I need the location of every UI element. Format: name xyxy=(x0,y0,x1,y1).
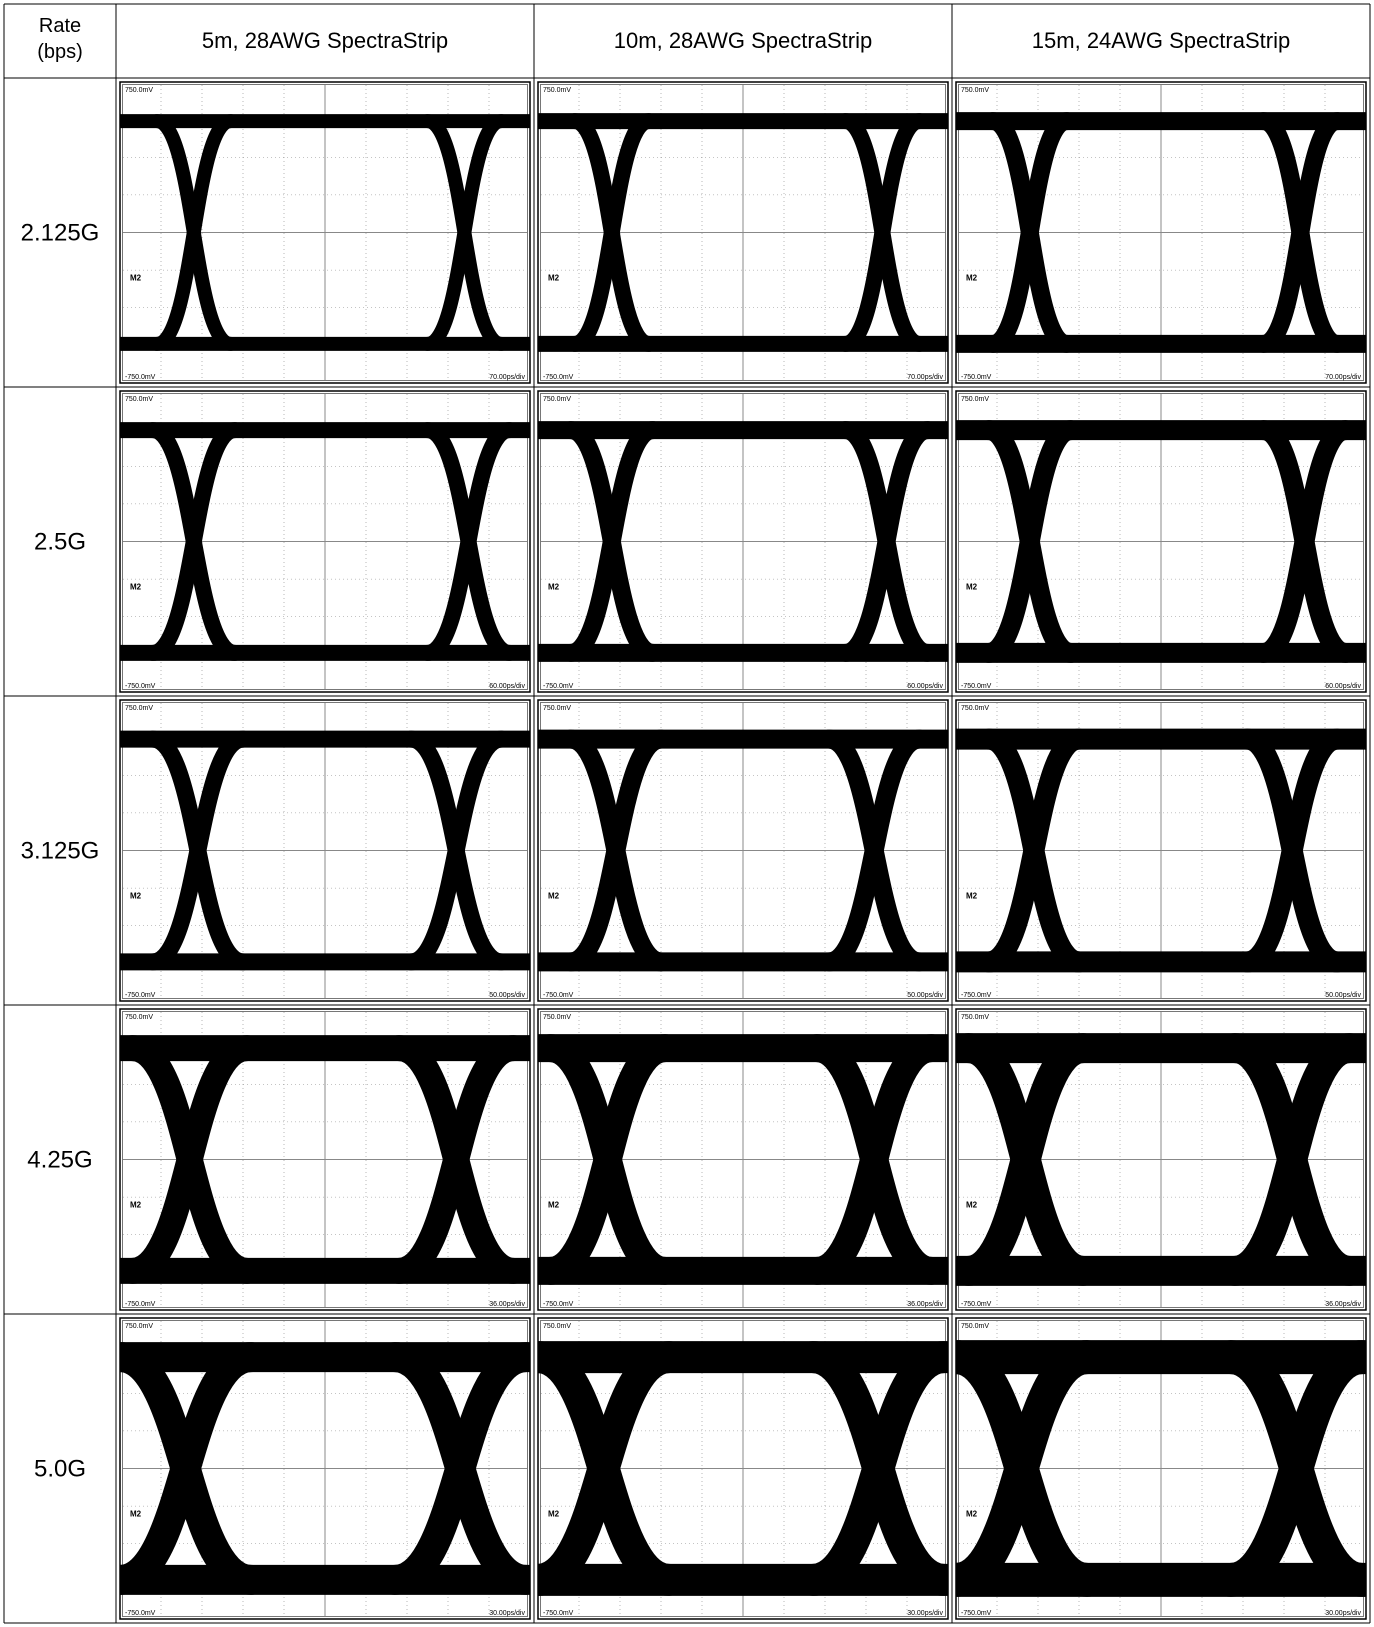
scope-label: 70.00ps/div xyxy=(907,374,943,381)
scope-label: 750.0mV xyxy=(961,87,989,94)
rate-label: 5.0G xyxy=(34,1456,86,1483)
rate-label: 2.5G xyxy=(34,529,86,556)
scope-marker: M2 xyxy=(966,274,978,283)
scope-label: -750.0mV xyxy=(125,374,156,381)
scope-label: 750.0mV xyxy=(125,705,153,712)
header-cell: 10m, 28AWG SpectraStrip xyxy=(614,28,872,53)
scope-label: -750.0mV xyxy=(961,992,992,999)
scope-marker: M2 xyxy=(548,1201,560,1210)
scope-label: 750.0mV xyxy=(125,1323,153,1330)
eye-diagram: 750.0mV -750.0mV 30.00ps/div M2 xyxy=(538,1318,948,1619)
rate-label: 4.25G xyxy=(27,1147,92,1174)
scope-marker: M2 xyxy=(966,892,978,901)
scope-label: -750.0mV xyxy=(961,683,992,690)
eye-diagram: 750.0mV -750.0mV 30.00ps/div M2 xyxy=(956,1318,1366,1619)
scope-label: 750.0mV xyxy=(961,396,989,403)
scope-label: -750.0mV xyxy=(543,374,574,381)
eye-diagram-table: Rate (bps) 5m, 28AWG SpectraStrip 10m, 28AW… xyxy=(0,0,1374,1627)
scope-marker: M2 xyxy=(548,892,560,901)
scope-label: -750.0mV xyxy=(125,1301,156,1308)
eye-diagram: 750.0mV -750.0mV 36.00ps/div M2 xyxy=(538,1009,948,1310)
eye-diagram: 750.0mV -750.0mV 50.00ps/div M2 xyxy=(538,700,948,1001)
scope-label: 60.00ps/div xyxy=(489,683,525,690)
scope-label: 750.0mV xyxy=(543,396,571,403)
eye-diagram: 750.0mV -750.0mV 60.00ps/div M2 xyxy=(538,391,948,692)
scope-label: 750.0mV xyxy=(961,1014,989,1021)
scope-label: 70.00ps/div xyxy=(489,374,525,381)
header-cell: 15m, 24AWG SpectraStrip xyxy=(1032,28,1290,53)
header-text: (bps) xyxy=(37,41,83,63)
scope-label: 750.0mV xyxy=(543,1323,571,1330)
scope-marker: M2 xyxy=(130,1510,142,1519)
scope-marker: M2 xyxy=(130,1201,142,1210)
scope-marker: M2 xyxy=(966,583,978,592)
scope-label: -750.0mV xyxy=(543,1301,574,1308)
scope-label: 36.00ps/div xyxy=(489,1301,525,1308)
scope-label: -750.0mV xyxy=(125,683,156,690)
scope-label: 30.00ps/div xyxy=(907,1610,943,1617)
eye-diagram: 750.0mV -750.0mV 70.00ps/div M2 xyxy=(956,82,1366,383)
header-cell: Rate (bps) xyxy=(37,15,83,63)
eye-diagram: 750.0mV -750.0mV 36.00ps/div M2 xyxy=(120,1009,530,1310)
scope-label: 30.00ps/div xyxy=(1325,1610,1361,1617)
eye-diagram: 750.0mV -750.0mV 60.00ps/div M2 xyxy=(120,391,530,692)
header-text: Rate xyxy=(39,15,81,37)
scope-label: -750.0mV xyxy=(125,992,156,999)
scope-marker: M2 xyxy=(548,583,560,592)
scope-label: 70.00ps/div xyxy=(1325,374,1361,381)
scope-label: -750.0mV xyxy=(543,992,574,999)
scope-marker: M2 xyxy=(130,583,142,592)
scope-label: 50.00ps/div xyxy=(1325,992,1361,999)
scope-label: 750.0mV xyxy=(961,705,989,712)
scope-marker: M2 xyxy=(130,274,142,283)
scope-label: 36.00ps/div xyxy=(1325,1301,1361,1308)
scope-label: 750.0mV xyxy=(125,396,153,403)
eye-diagram: 750.0mV -750.0mV 70.00ps/div M2 xyxy=(120,82,530,383)
scope-label: -750.0mV xyxy=(543,683,574,690)
eye-diagram: 750.0mV -750.0mV 36.00ps/div M2 xyxy=(956,1009,1366,1310)
scope-label: 60.00ps/div xyxy=(907,683,943,690)
scope-marker: M2 xyxy=(130,892,142,901)
scope-label: 50.00ps/div xyxy=(907,992,943,999)
scope-label: 60.00ps/div xyxy=(1325,683,1361,690)
scope-label: 50.00ps/div xyxy=(489,992,525,999)
eye-diagram: 750.0mV -750.0mV 50.00ps/div M2 xyxy=(120,700,530,1001)
header-cell: 5m, 28AWG SpectraStrip xyxy=(202,28,448,53)
scope-label: 750.0mV xyxy=(543,705,571,712)
rate-label: 3.125G xyxy=(21,838,100,865)
scope-label: -750.0mV xyxy=(961,1610,992,1617)
rate-label: 2.125G xyxy=(21,220,100,247)
scope-label: 750.0mV xyxy=(543,1014,571,1021)
scope-label: 36.00ps/div xyxy=(907,1301,943,1308)
scope-marker: M2 xyxy=(548,274,560,283)
scope-label: 30.00ps/div xyxy=(489,1610,525,1617)
scope-label: 750.0mV xyxy=(543,87,571,94)
scope-marker: M2 xyxy=(966,1510,978,1519)
scope-marker: M2 xyxy=(548,1510,560,1519)
scope-label: -750.0mV xyxy=(543,1610,574,1617)
scope-marker: M2 xyxy=(966,1201,978,1210)
scope-label: 750.0mV xyxy=(961,1323,989,1330)
scope-label: 750.0mV xyxy=(125,1014,153,1021)
eye-diagram: 750.0mV -750.0mV 30.00ps/div M2 xyxy=(120,1318,530,1619)
scope-label: -750.0mV xyxy=(125,1610,156,1617)
scope-label: 750.0mV xyxy=(125,87,153,94)
eye-diagram: 750.0mV -750.0mV 70.00ps/div M2 xyxy=(538,82,948,383)
eye-diagram: 750.0mV -750.0mV 50.00ps/div M2 xyxy=(956,700,1366,1001)
scope-label: -750.0mV xyxy=(961,1301,992,1308)
scope-label: -750.0mV xyxy=(961,374,992,381)
eye-diagram: 750.0mV -750.0mV 60.00ps/div M2 xyxy=(956,391,1366,692)
